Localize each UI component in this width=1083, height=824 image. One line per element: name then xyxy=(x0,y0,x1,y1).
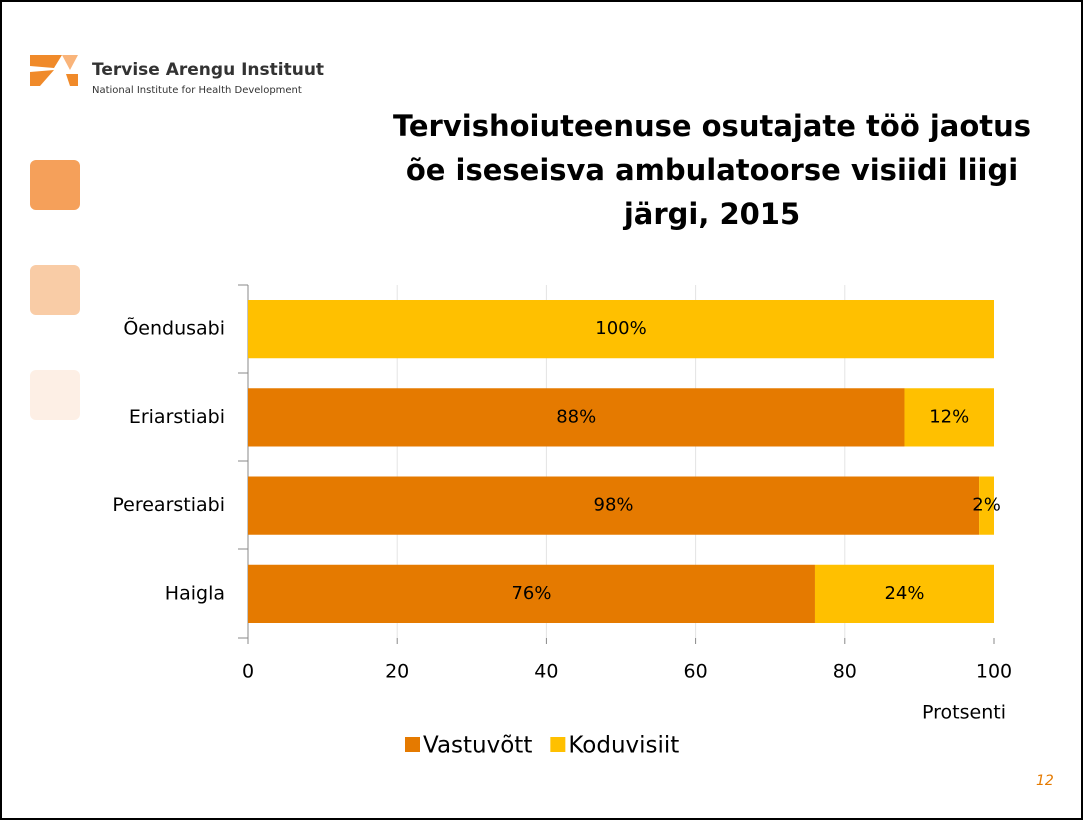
data-label: 24% xyxy=(884,583,924,604)
bar-segment xyxy=(248,476,980,535)
bar-segment xyxy=(979,476,994,535)
x-tick-label: 60 xyxy=(684,661,708,683)
x-tick-label: 80 xyxy=(833,661,857,683)
y-tick-label: Perearstiabi xyxy=(112,494,225,516)
y-tick-label: Õendusabi xyxy=(123,317,225,340)
page-number: 12 xyxy=(1036,773,1054,789)
x-tick-label: 0 xyxy=(242,661,254,683)
bar-segment xyxy=(248,564,815,623)
legend-swatch xyxy=(550,737,566,752)
decor-square xyxy=(30,265,80,315)
data-label: 2% xyxy=(972,495,1001,516)
bar-segment xyxy=(904,388,994,447)
decor-square xyxy=(30,160,80,210)
x-tick-label: 20 xyxy=(385,661,409,683)
logo-subtitle: National Institute for Health Developmen… xyxy=(92,85,302,96)
bar-segment xyxy=(248,388,905,447)
x-tick-label: 40 xyxy=(534,661,558,683)
legend-swatch xyxy=(405,737,420,752)
logo-name: Tervise Arengu Instituut xyxy=(92,60,324,80)
data-label: 88% xyxy=(556,406,596,427)
y-tick-label: Eriarstiabi xyxy=(129,406,225,428)
data-label: 98% xyxy=(594,495,634,516)
chart-title: Tervishoiuteenuse osutajate töö jaotus õe… xyxy=(393,109,1031,231)
legend-label: Vastuvõtt xyxy=(423,733,532,759)
data-label: 100% xyxy=(595,318,646,339)
category-ticks xyxy=(238,284,248,639)
bar-segment xyxy=(248,300,994,359)
bar-segment xyxy=(814,564,994,623)
data-label: 76% xyxy=(511,583,551,604)
x-tick-label: 100 xyxy=(976,661,1012,683)
x-axis-label: Protsenti xyxy=(922,702,1006,724)
decor-square xyxy=(30,370,80,420)
y-tick-label: Haigla xyxy=(165,582,225,604)
legend-label: Koduvisiit xyxy=(568,733,679,759)
logo-icon xyxy=(30,55,78,86)
data-label: 12% xyxy=(929,406,969,427)
